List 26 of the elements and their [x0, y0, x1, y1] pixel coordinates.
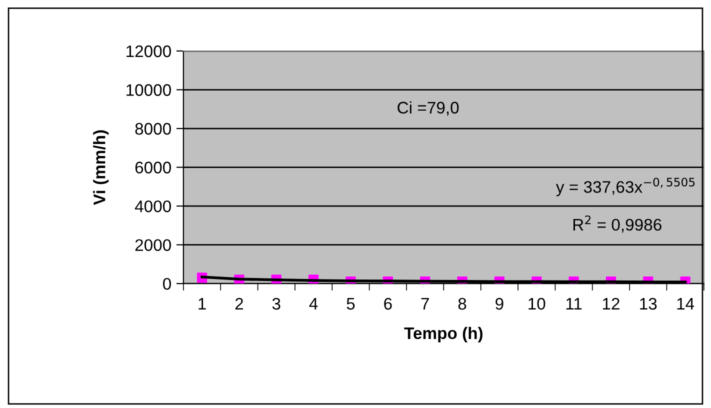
annotation: Ci =79,0: [398, 101, 459, 116]
y-axis-title: Vi (mm/h): [93, 130, 109, 205]
x-tick-label: 4: [309, 298, 318, 310]
annotation: y = 337,63x$^{−0,5505}$: [556, 178, 695, 196]
x-tick-label: 3: [272, 298, 280, 310]
x-tick-label: 1: [198, 298, 206, 310]
x-tick-label: 13: [640, 298, 657, 310]
y-tick-label: 4000: [134, 200, 171, 212]
x-tick-label: 9: [496, 298, 504, 310]
y-tick-label: 0: [163, 278, 171, 290]
x-tick-label: 14: [677, 298, 694, 310]
x-tick-label: 8: [458, 298, 466, 310]
annotation: R$^{2}$ = 0,9986: [573, 215, 662, 233]
x-tick-label: 7: [421, 298, 429, 310]
y-tick-label: 10000: [126, 84, 171, 96]
y-tick-label: 12000: [126, 45, 171, 58]
y-tick-label: 6000: [135, 162, 171, 174]
x-tick-label: 6: [384, 298, 392, 310]
x-tick-label: 11: [566, 298, 582, 310]
x-tick-label: 2: [235, 298, 243, 310]
x-tick-label: 10: [528, 298, 546, 310]
x-tick-label: 5: [346, 298, 355, 310]
x-axis-title: Tempo (h): [404, 326, 482, 342]
y-tick-label: 8000: [135, 122, 171, 135]
y-tick-label: 2000: [135, 239, 171, 252]
x-tick-label: 12: [602, 298, 620, 310]
